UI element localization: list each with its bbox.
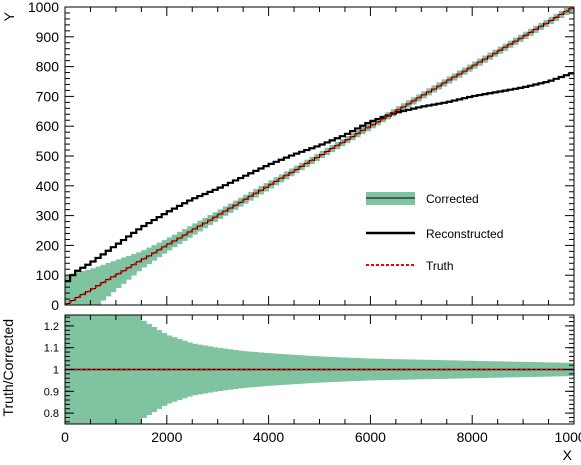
y-tick-label: 900 — [36, 29, 60, 45]
truth-line — [65, 7, 574, 305]
legend: Corrected Reconstructed Truth — [366, 192, 503, 273]
bottom-x-axis: 0 2000 4000 6000 8000 10000 — [61, 315, 581, 445]
ratio-y-tick-label: 1 — [53, 365, 59, 377]
legend-label: Truth — [426, 259, 454, 273]
y-tick-label: 1000 — [28, 0, 59, 15]
top-band-layer — [65, 7, 574, 305]
bottom-x-axis-label: X — [563, 447, 573, 463]
corrected-band-bin — [80, 271, 86, 305]
top-panel: 0 100 200 300 400 500 600 700 800 900 1000 Y Corre… — [1, 0, 575, 313]
corrected-band-bin — [90, 268, 96, 305]
y-tick-label: 300 — [36, 208, 60, 224]
x-tick-label: 2000 — [151, 429, 182, 445]
y-tick-label: 500 — [36, 148, 60, 164]
x-tick-label: 4000 — [253, 429, 284, 445]
x-tick-label: 8000 — [457, 429, 488, 445]
top-y-axis: 0 100 200 300 400 500 600 700 800 900 1000 — [28, 0, 574, 313]
top-x-axis — [64, 7, 575, 305]
y-tick-label: 100 — [36, 267, 60, 283]
x-tick-label: 10000 — [555, 429, 581, 445]
y-tick-label: 200 — [36, 237, 60, 253]
bottom-y-axis: 0.8 0.9 1 1.1 1.2 — [44, 316, 574, 423]
corrected-band-bin — [115, 315, 122, 424]
y-tick-label: 700 — [36, 88, 60, 104]
bottom-y-axis-label: Truth/Corrected — [0, 319, 16, 417]
x-tick-label: 6000 — [355, 429, 386, 445]
legend-label: Reconstructed — [426, 227, 503, 241]
reconstructed-line — [65, 72, 574, 283]
bottom-panel: 0.8 0.9 1 1.1 1.2 0 2000 4000 6000 8000 10000 Tru… — [0, 314, 581, 463]
y-tick-label: 0 — [51, 297, 59, 313]
bottom-band-layer — [65, 315, 574, 424]
ratio-y-tick-label: 0.9 — [44, 386, 59, 398]
top-y-axis-label: Y — [1, 11, 17, 21]
corrected-band-bin — [85, 269, 91, 305]
ratio-y-tick-label: 1.2 — [44, 321, 59, 333]
x-tick-label: 0 — [61, 429, 69, 445]
corrected-band-bin — [75, 272, 81, 305]
top-line-layer — [65, 7, 574, 305]
y-tick-label: 800 — [36, 59, 60, 75]
corrected-band-bin — [70, 273, 76, 305]
y-tick-label: 600 — [36, 118, 60, 134]
legend-label: Corrected — [426, 192, 479, 206]
corrected-band-bin — [65, 274, 71, 305]
ratio-y-tick-label: 0.8 — [44, 408, 59, 420]
ratio-y-tick-label: 1.1 — [44, 343, 59, 355]
y-tick-label: 400 — [36, 178, 60, 194]
